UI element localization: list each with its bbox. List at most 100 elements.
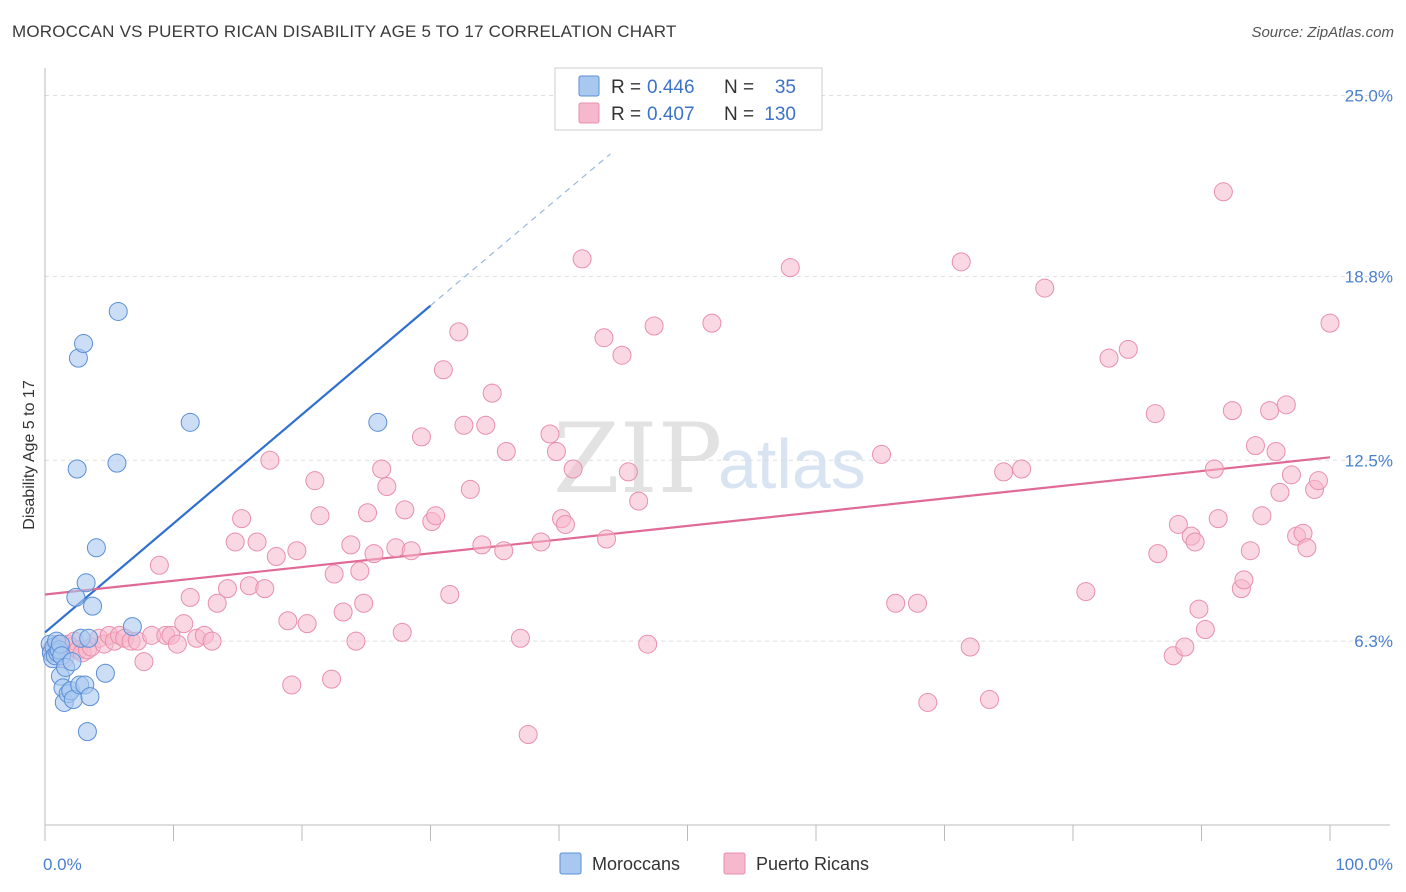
stats-legend: R = 0.446 N = 35 R = 0.407 N = 130 <box>554 67 823 131</box>
point-puerto-ricans <box>1145 404 1165 424</box>
point-puerto-ricans <box>496 442 516 461</box>
point-puerto-ricans <box>1260 401 1280 421</box>
point-puerto-ricans <box>1222 401 1242 421</box>
point-moroccans <box>74 334 94 354</box>
point-puerto-ricans <box>540 424 560 444</box>
point-puerto-ricans <box>354 593 374 613</box>
legend-r-value-puerto-ricans: 0.407 <box>647 104 695 125</box>
point-puerto-ricans <box>260 450 280 470</box>
point-puerto-ricans <box>1148 544 1168 564</box>
point-puerto-ricans <box>440 584 460 604</box>
point-puerto-ricans <box>305 471 325 491</box>
point-puerto-ricans <box>247 532 267 552</box>
point-puerto-ricans <box>918 692 938 712</box>
point-puerto-ricans <box>994 462 1014 482</box>
point-puerto-ricans <box>225 532 245 552</box>
point-puerto-ricans <box>482 383 502 403</box>
series-legend: Moroccans Puerto Ricans <box>559 852 869 875</box>
source-label: Source: ZipAtlas.com <box>1251 24 1394 41</box>
point-puerto-ricans <box>433 360 453 380</box>
point-puerto-ricans <box>377 477 397 497</box>
point-puerto-ricans <box>350 561 370 581</box>
point-puerto-ricans <box>472 535 492 555</box>
point-puerto-ricans <box>207 593 227 613</box>
point-puerto-ricans <box>1175 637 1195 657</box>
point-puerto-ricans <box>297 614 317 634</box>
point-puerto-ricans <box>1185 532 1205 552</box>
point-puerto-ricans <box>180 587 200 607</box>
point-moroccans <box>107 453 127 473</box>
point-moroccans <box>67 459 87 479</box>
point-puerto-ricans <box>510 628 530 648</box>
gridlines <box>45 95 1390 642</box>
point-puerto-ricans <box>358 503 378 523</box>
point-puerto-ricans <box>460 479 480 499</box>
point-puerto-ricans <box>702 313 722 333</box>
point-puerto-ricans <box>629 491 649 511</box>
point-puerto-ricans <box>644 316 664 336</box>
point-puerto-ricans <box>278 611 298 631</box>
legend-r-label-puerto-ricans: R = <box>611 104 641 125</box>
point-puerto-ricans <box>202 631 222 651</box>
point-puerto-ricans <box>1266 442 1286 461</box>
point-puerto-ricans <box>1297 538 1317 558</box>
bottom-legend-label-puerto-ricans: Puerto Ricans <box>756 854 869 874</box>
point-puerto-ricans <box>555 514 575 534</box>
point-puerto-ricans <box>426 506 446 526</box>
axes <box>44 68 1390 841</box>
trend-lines <box>44 153 1331 634</box>
point-puerto-ricans <box>395 500 415 520</box>
point-puerto-ricans <box>1076 582 1096 602</box>
point-puerto-ricans <box>1213 182 1233 202</box>
point-puerto-ricans <box>1099 348 1119 368</box>
point-puerto-ricans <box>1308 471 1328 491</box>
point-puerto-ricans <box>287 541 307 561</box>
y-tick-label-3: 25.0% <box>1345 87 1393 106</box>
point-puerto-ricans <box>1270 482 1290 502</box>
point-moroccans <box>66 587 86 607</box>
point-moroccans <box>80 687 100 707</box>
point-puerto-ricans <box>1234 570 1254 590</box>
point-puerto-ricans <box>1281 465 1301 485</box>
point-puerto-ricans <box>324 564 344 584</box>
legend-n-value-puerto-ricans: 130 <box>764 104 796 125</box>
y-axis-label: Disability Age 5 to 17 <box>21 380 38 530</box>
points-puerto-ricans <box>41 182 1340 745</box>
legend-r-label-moroccans: R = <box>611 77 641 98</box>
point-puerto-ricans <box>1189 599 1209 619</box>
chart-title: MOROCCAN VS PUERTO RICAN DISABILITY AGE … <box>12 22 677 41</box>
point-puerto-ricans <box>341 535 361 555</box>
point-puerto-ricans <box>333 602 353 622</box>
x-tick-labels: 0.0% 100.0% <box>43 855 1393 874</box>
point-puerto-ricans <box>386 538 406 558</box>
legend-n-label-puerto-ricans: N = <box>724 104 754 125</box>
legend-swatch-puerto-ricans <box>578 102 600 124</box>
point-puerto-ricans <box>531 532 551 552</box>
point-puerto-ricans <box>364 544 384 564</box>
point-puerto-ricans <box>960 637 980 657</box>
point-puerto-ricans <box>1240 541 1260 561</box>
bottom-legend-label-moroccans: Moroccans <box>592 854 680 874</box>
point-puerto-ricans <box>872 444 892 464</box>
point-puerto-ricans <box>1118 339 1138 359</box>
point-puerto-ricans <box>255 579 275 599</box>
point-moroccans <box>86 538 106 558</box>
point-puerto-ricans <box>594 328 614 348</box>
point-puerto-ricans <box>476 415 496 435</box>
point-puerto-ricans <box>518 725 538 745</box>
point-puerto-ricans <box>908 593 928 613</box>
trend-line-moroccans <box>44 304 432 634</box>
point-puerto-ricans <box>449 322 469 342</box>
point-puerto-ricans <box>1208 509 1228 529</box>
point-puerto-ricans <box>134 652 154 672</box>
point-puerto-ricans <box>454 415 474 435</box>
point-puerto-ricans <box>1012 459 1032 479</box>
point-puerto-ricans <box>412 427 432 447</box>
point-puerto-ricans <box>232 509 252 529</box>
point-puerto-ricans <box>167 634 187 654</box>
point-puerto-ricans <box>149 555 169 575</box>
point-moroccans <box>180 412 200 432</box>
trend-line-moroccans-extension <box>430 153 611 307</box>
point-puerto-ricans <box>951 252 971 272</box>
point-puerto-ricans <box>1195 619 1215 639</box>
